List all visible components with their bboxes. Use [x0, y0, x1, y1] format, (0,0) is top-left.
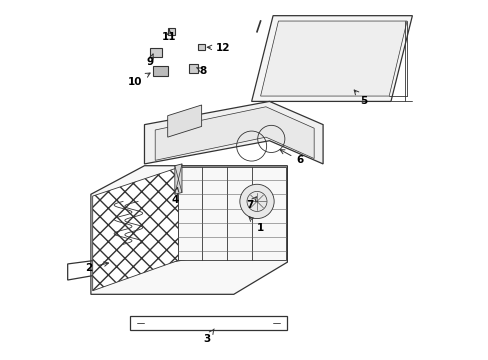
Text: 2: 2 — [85, 262, 108, 273]
Polygon shape — [178, 167, 285, 260]
Polygon shape — [260, 21, 406, 96]
Text: 6: 6 — [280, 150, 303, 165]
Text: 12: 12 — [207, 43, 230, 53]
Polygon shape — [144, 102, 323, 164]
Polygon shape — [149, 48, 162, 57]
Text: 7: 7 — [245, 197, 256, 210]
Polygon shape — [251, 16, 411, 102]
Text: 11: 11 — [162, 29, 176, 42]
Polygon shape — [198, 44, 205, 50]
Polygon shape — [155, 107, 313, 160]
Polygon shape — [153, 66, 167, 76]
Text: 8: 8 — [197, 66, 206, 76]
Polygon shape — [91, 166, 287, 294]
Polygon shape — [167, 28, 175, 35]
Circle shape — [240, 184, 274, 219]
Text: 4: 4 — [171, 187, 179, 204]
Text: 1: 1 — [248, 217, 264, 233]
Text: 10: 10 — [128, 73, 150, 87]
Text: 9: 9 — [146, 54, 153, 67]
Text: 3: 3 — [203, 329, 214, 344]
Text: 5: 5 — [353, 90, 367, 107]
Polygon shape — [189, 64, 198, 73]
Polygon shape — [175, 164, 182, 194]
Polygon shape — [93, 167, 178, 291]
Polygon shape — [167, 105, 201, 137]
